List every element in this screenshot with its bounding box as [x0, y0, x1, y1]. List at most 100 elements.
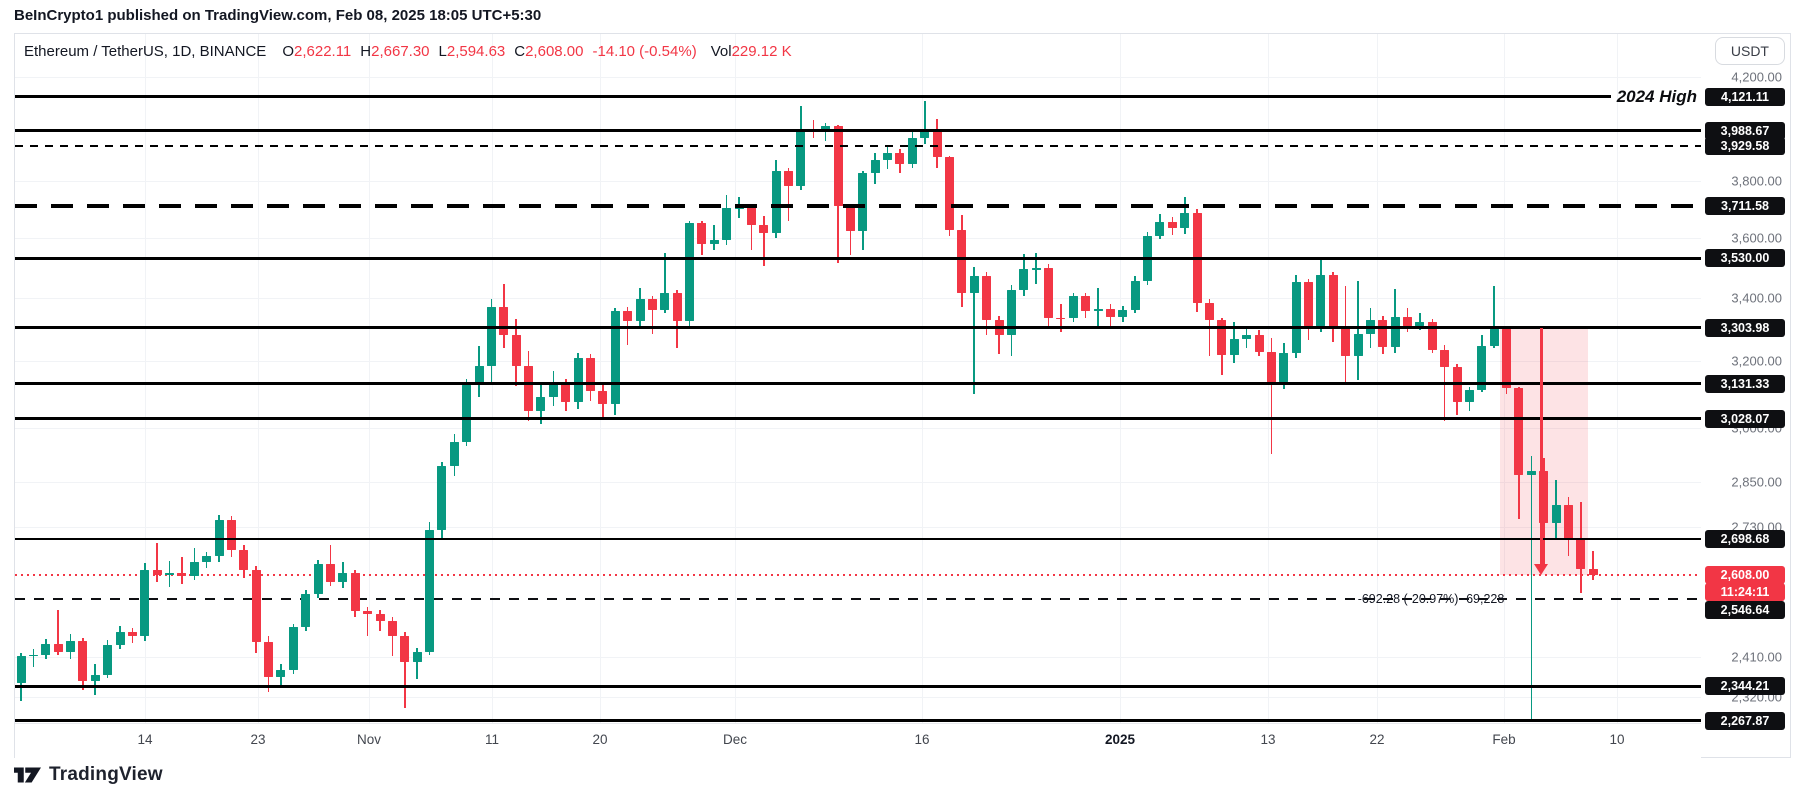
- candle-body: [1378, 320, 1388, 348]
- measure-price-badge: 2,546.64: [1705, 600, 1785, 619]
- candle-body: [1006, 289, 1016, 335]
- candle-body: [276, 670, 286, 677]
- candle-wick: [1357, 281, 1359, 381]
- down-arrow-head: [1534, 563, 1549, 575]
- candle-body: [1279, 353, 1289, 382]
- horizontal-gridline: [15, 181, 1701, 183]
- vertical-gridline: [492, 34, 493, 723]
- high-note-label: 2024 High: [1616, 86, 1697, 106]
- price-level-line: [15, 417, 1701, 420]
- candle-body: [313, 563, 323, 595]
- candle-body: [1464, 389, 1474, 402]
- candle-body: [685, 222, 695, 321]
- tradingview-footer[interactable]: TradingView: [14, 764, 163, 786]
- symbol-title[interactable]: Ethereum / TetherUS, 1D, BINANCE: [24, 43, 267, 60]
- candle-body: [697, 222, 707, 244]
- time-label: Dec: [722, 732, 748, 747]
- horizontal-gridline: [15, 481, 1701, 483]
- horizontal-gridline: [15, 76, 1701, 78]
- candle-body: [338, 573, 348, 582]
- price-level-line: [15, 719, 1701, 722]
- candle-wick: [1493, 286, 1495, 348]
- candle-body: [425, 530, 435, 653]
- candle-wick: [663, 252, 666, 314]
- candle-body: [189, 561, 199, 576]
- currency-unit-button[interactable]: USDT: [1714, 37, 1785, 65]
- time-axis[interactable]: 14 23 Nov 11 20 Dec 16 2025 13 22 Feb 10: [15, 723, 1701, 758]
- candle-body: [722, 208, 732, 241]
- candle-body: [870, 159, 880, 174]
- candle-body: [957, 230, 967, 294]
- horizontal-gridline: [15, 237, 1701, 239]
- horizontal-gridline: [15, 657, 1701, 659]
- horizontal-gridline: [15, 360, 1701, 362]
- tradingview-logo-icon: [14, 767, 41, 783]
- vertical-gridline: [922, 34, 923, 723]
- price-grid-label: 4,200.00: [1731, 69, 1782, 85]
- time-label: 22: [1369, 732, 1385, 747]
- candle-body: [796, 129, 806, 187]
- published-header: BeInCrypto1 published on TradingView.com…: [14, 7, 542, 24]
- candle-body: [821, 126, 831, 131]
- chart-card: Ethereum / TetherUS, 1D, BINANCE O2,622.1…: [14, 33, 1791, 758]
- price-grid-label: 3,600.00: [1731, 230, 1782, 246]
- price-level-badge: 2,698.68: [1705, 529, 1785, 548]
- vertical-gridline: [1377, 34, 1378, 723]
- low-label: L: [438, 43, 447, 60]
- candle-wick: [626, 306, 629, 345]
- price-level-badge: 3,988.67: [1705, 121, 1785, 140]
- candle-body: [945, 157, 954, 231]
- change-value: -14.10 (-0.54%): [592, 43, 697, 60]
- candle-body: [982, 276, 992, 321]
- time-label: 23: [250, 732, 266, 747]
- price-level-badge: 3,028.07: [1705, 409, 1785, 428]
- candle-body: [1266, 352, 1276, 382]
- candle-body: [1502, 328, 1512, 389]
- candle-body: [1217, 320, 1227, 355]
- time-label: 2025: [1104, 732, 1136, 747]
- chart-pane[interactable]: -692.28 (-20.97%) -69,228 2024 High: [15, 34, 1701, 723]
- price-grid-label: 3,400.00: [1731, 290, 1782, 306]
- candle-body: [363, 611, 373, 615]
- price-level-badge: 3,131.33: [1705, 374, 1785, 393]
- vertical-gridline: [1120, 34, 1121, 723]
- price-level-line: [15, 95, 1611, 98]
- candle-body: [1081, 296, 1091, 312]
- candle-body: [350, 573, 360, 612]
- vertical-gridline: [1617, 34, 1618, 723]
- candle-body: [1167, 221, 1177, 228]
- candle-body: [53, 644, 63, 652]
- candle-body: [573, 358, 583, 403]
- candle-body: [610, 311, 620, 404]
- candle-body: [1304, 282, 1314, 327]
- candle-body: [784, 171, 794, 187]
- candle-body: [499, 306, 509, 336]
- candle-body: [907, 138, 917, 164]
- price-level-badge: 3,530.00: [1705, 249, 1785, 268]
- down-arrow-shaft: [1539, 327, 1543, 564]
- candle-body: [561, 383, 571, 403]
- close-value: 2,608.00: [525, 43, 584, 60]
- candle-body: [1316, 275, 1326, 327]
- price-level-line: [15, 129, 1701, 133]
- candle-body: [301, 594, 311, 628]
- candle-body: [103, 644, 113, 675]
- candle-body: [1130, 280, 1140, 310]
- time-label: 13: [1260, 732, 1276, 747]
- candle-body: [771, 171, 781, 234]
- candle-body: [1031, 268, 1041, 270]
- price-axis[interactable]: 4,200.00 3,800.00 3,600.00 3,400.00 3,200.00…: [1701, 34, 1790, 730]
- candle-body: [895, 152, 905, 164]
- candle-wick: [391, 616, 394, 657]
- candle-wick: [1419, 313, 1421, 331]
- candle-wick: [713, 224, 716, 250]
- candle-body: [1056, 317, 1066, 320]
- candle-body: [1341, 326, 1351, 357]
- candle-body: [623, 311, 633, 321]
- candle-wick: [1097, 288, 1099, 328]
- candle-body: [288, 627, 298, 671]
- candle-body: [78, 640, 88, 682]
- candle-body: [1588, 568, 1598, 575]
- price-grid-label: 2,410.00: [1731, 649, 1782, 665]
- candle-wick: [1592, 551, 1595, 580]
